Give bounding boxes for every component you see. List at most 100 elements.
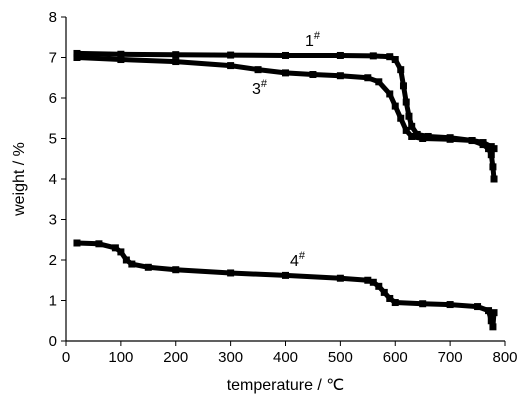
x-tick-label: 0 <box>62 349 70 366</box>
data-point <box>122 256 130 264</box>
data-point <box>369 52 377 60</box>
series-label-superscript: # <box>261 78 268 90</box>
axes <box>65 17 505 342</box>
y-tick-label: 0 <box>49 333 57 350</box>
data-point <box>336 72 344 80</box>
data-point <box>474 303 482 311</box>
data-point <box>172 58 180 66</box>
data-point <box>402 98 410 106</box>
series-layer <box>73 49 498 331</box>
data-point <box>468 137 476 145</box>
x-ticks: 0 100 200 300 400 500 600 700 800 <box>62 341 518 366</box>
data-point <box>172 51 180 59</box>
x-tick-label: 600 <box>383 349 408 366</box>
data-point <box>490 175 498 183</box>
data-point <box>364 74 372 82</box>
y-tick-label: 6 <box>49 90 57 107</box>
data-point <box>397 66 405 74</box>
x-tick-label: 100 <box>108 349 133 366</box>
x-tick-label: 800 <box>492 349 517 366</box>
data-point <box>95 240 103 248</box>
data-point <box>227 51 235 59</box>
data-point <box>408 122 416 130</box>
series-line <box>76 240 497 330</box>
series-label-number: 3 <box>252 81 261 98</box>
series-label-number: 1 <box>305 33 314 50</box>
data-point <box>309 71 317 79</box>
x-axis-title: temperature / ℃ <box>227 377 345 394</box>
data-point <box>336 51 344 59</box>
data-point <box>336 274 344 282</box>
data-point <box>419 300 427 308</box>
data-point <box>73 239 81 247</box>
data-point <box>413 130 421 138</box>
data-point <box>227 269 235 277</box>
series-label: 3# <box>252 78 268 98</box>
data-point <box>487 317 495 325</box>
data-point <box>446 135 454 143</box>
y-tick-label: 2 <box>49 252 57 269</box>
y-ticks: 0 1 2 3 4 5 6 7 8 <box>49 9 66 350</box>
data-point <box>73 49 81 57</box>
data-point <box>386 294 394 302</box>
data-point <box>490 309 498 317</box>
x-tick-label: 700 <box>438 349 463 366</box>
data-point <box>117 50 125 58</box>
data-point <box>489 323 497 331</box>
data-point <box>375 78 383 86</box>
data-point <box>282 271 289 279</box>
data-point <box>364 276 372 284</box>
data-point <box>479 139 487 147</box>
y-tick-label: 7 <box>49 50 57 67</box>
y-axis-title: weight / % <box>11 142 28 217</box>
data-point <box>380 288 388 296</box>
data-point <box>485 307 493 315</box>
data-point <box>386 53 394 61</box>
data-point <box>397 114 405 122</box>
y-tick-label: 4 <box>49 171 57 188</box>
data-point <box>419 135 427 142</box>
data-point <box>282 51 289 59</box>
data-point <box>408 132 416 140</box>
data-point <box>402 126 410 134</box>
y-tick-label: 3 <box>49 212 57 229</box>
x-tick-label: 400 <box>273 349 298 366</box>
data-point <box>391 56 399 64</box>
series-label-superscript: # <box>299 250 306 262</box>
data-point <box>128 260 136 268</box>
data-point <box>487 151 495 159</box>
x-tick-label: 300 <box>218 349 243 366</box>
series-4 <box>73 239 498 331</box>
data-point <box>369 278 377 286</box>
data-point <box>172 266 180 274</box>
data-point <box>490 145 498 153</box>
data-point <box>391 102 399 110</box>
x-tick-label: 500 <box>328 349 353 366</box>
data-point <box>386 90 394 98</box>
series-labels: 1#3#4# <box>252 30 321 270</box>
data-point <box>375 282 383 290</box>
data-point <box>254 66 262 74</box>
data-point <box>405 112 413 120</box>
data-point <box>117 248 125 256</box>
y-tick-label: 5 <box>49 131 57 148</box>
data-point <box>111 244 119 252</box>
series-label: 4# <box>290 250 306 270</box>
data-point <box>144 263 152 271</box>
series-label-number: 4 <box>290 253 299 270</box>
series-label-superscript: # <box>314 30 321 42</box>
y-tick-label: 8 <box>49 9 57 26</box>
series-label: 1# <box>305 30 321 50</box>
data-point <box>117 56 125 64</box>
series-3 <box>73 54 498 153</box>
data-point <box>489 163 497 171</box>
y-tick-label: 1 <box>49 293 57 310</box>
data-point <box>446 301 454 309</box>
data-point <box>282 69 289 77</box>
x-tick-label: 200 <box>163 349 188 366</box>
data-point <box>391 299 399 307</box>
data-point <box>73 54 81 61</box>
data-point <box>227 62 235 70</box>
data-point <box>399 82 407 90</box>
